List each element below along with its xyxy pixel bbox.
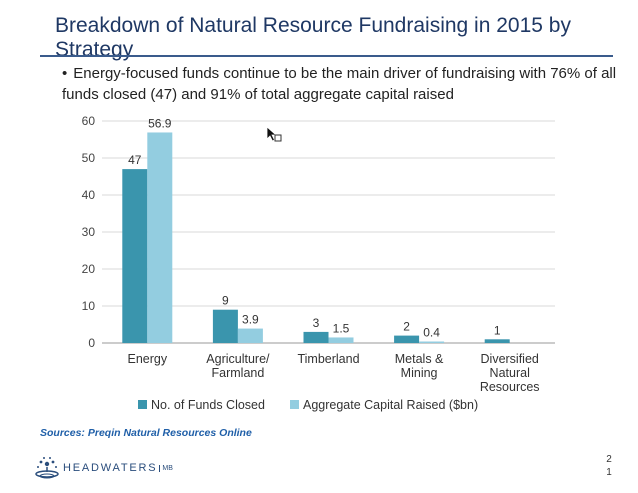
sources-note: Sources: Preqin Natural Resources Online [40,427,252,439]
data-label: 1.5 [333,321,350,335]
logo-splash-icon [35,457,59,479]
bar [122,169,148,343]
x-tick-label: Diversified Natural Resources [480,352,540,394]
data-label: 0.4 [423,326,440,340]
bar [419,341,445,343]
page-number-digit-1: 2 [606,454,612,465]
bullet-text: Energy-focused funds continue to be the … [62,65,617,103]
page-number: 2 1 [603,453,615,479]
bar [394,335,420,343]
logo-text: HEADWATERS [63,462,158,474]
bar [212,309,238,343]
title-divider [40,55,613,57]
legend-swatch [138,400,147,409]
bar [328,337,354,343]
bar [484,339,510,343]
x-tick-label: Metals & Mining [395,352,444,380]
y-tick-label: 60 [82,114,96,128]
y-tick-label: 0 [88,336,95,350]
y-tick-label: 40 [82,188,96,202]
x-tick-label: Agriculture/Farmland [206,352,270,380]
data-label: 1 [494,323,501,337]
x-tick-label: Energy [127,352,167,366]
y-tick-label: 10 [82,299,96,313]
bar-chart: 0 10 20 30 40 50 60 47 56.9 Energy 9 3.9 Agriculture… [82,114,555,412]
y-tick-label: 20 [82,262,96,276]
legend-swatch [290,400,299,409]
bullet-point: • Energy-focused funds continue to be the… [62,63,622,105]
page-number-digit-2: 1 [606,467,612,478]
data-label: 9 [222,294,229,308]
data-label: 2 [403,320,410,334]
y-tick-label: 50 [82,151,96,165]
x-tick-label: Timberland [297,352,359,366]
data-label: 47 [128,153,142,167]
data-label: 56.9 [148,116,172,130]
bullet-dot-icon: • [62,65,68,82]
data-label: 3 [313,316,320,330]
bar [147,132,173,343]
y-tick-label: 30 [82,225,96,239]
bar [303,331,329,343]
bar [237,328,263,343]
legend-label: No. of Funds Closed [151,398,265,412]
logo-subtext: MB [159,464,173,472]
legend-label: Aggregate Capital Raised ($bn) [303,398,478,412]
data-label: 3.9 [242,313,259,327]
mouse-cursor-icon [266,126,282,149]
company-logo: HEADWATERS MB [34,455,173,481]
